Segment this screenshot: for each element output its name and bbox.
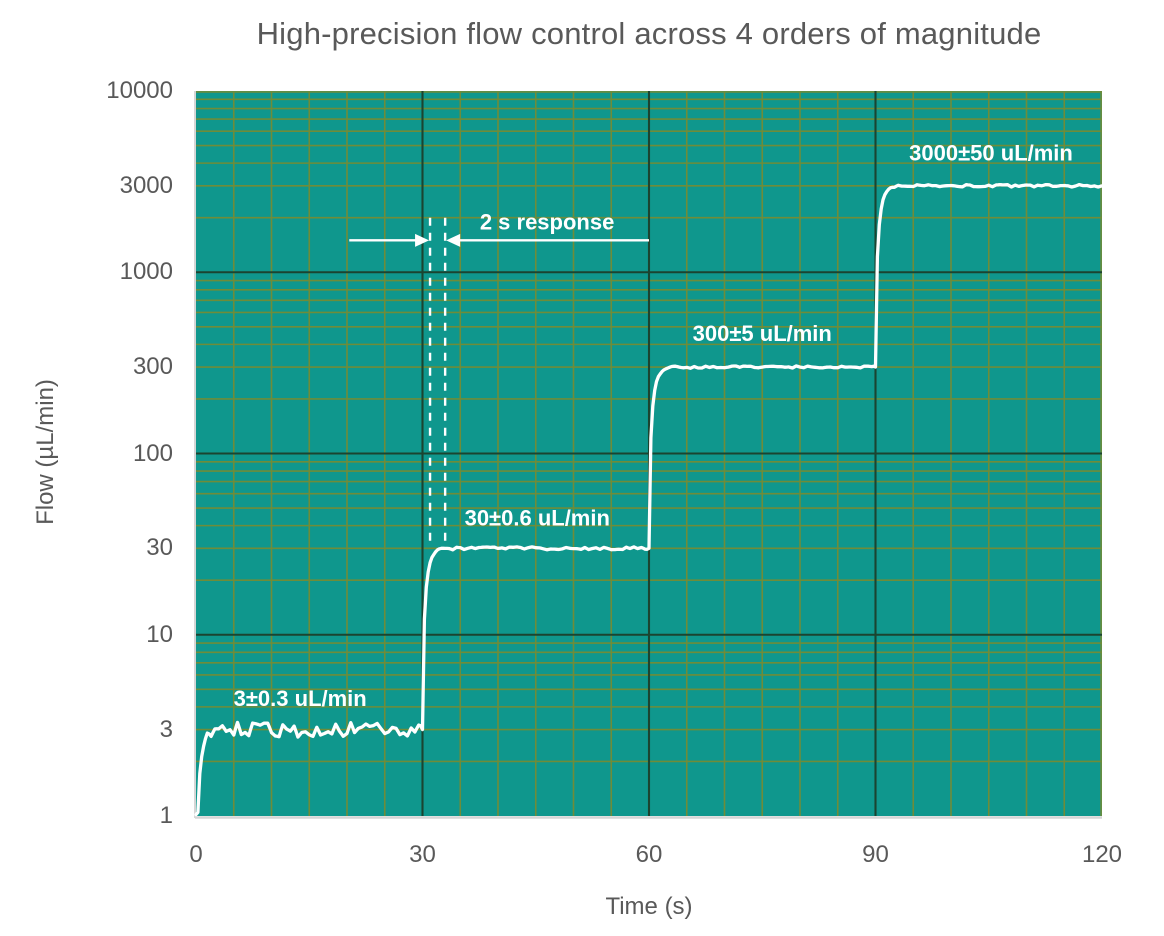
step-annotation: 30±0.6 uL/min [465, 506, 610, 531]
step-annotation: 3±0.3 uL/min [234, 686, 367, 711]
y-tick-label: 3 [159, 715, 173, 743]
x-tick-label: 120 [1081, 841, 1123, 868]
response-arrowhead-right-pointing [415, 233, 430, 247]
response-label: 2 s response [480, 209, 615, 234]
x-tick-label: 90 [862, 841, 889, 868]
y-tick-label: 1 [159, 802, 173, 829]
x-tick-label: 30 [409, 841, 436, 868]
y-tick-label: 3000 [119, 171, 173, 199]
response-annotation: 2 s response [349, 209, 649, 546]
y-tick-label: 30 [146, 534, 173, 562]
step-annotation: 300±5 uL/min [693, 321, 832, 346]
y-tick-label: 10 [146, 620, 173, 648]
chart-title: High-precision flow control across 4 ord… [256, 16, 1042, 51]
flow-curve [194, 182, 1104, 817]
y-tick-label: 10000 [106, 77, 173, 104]
y-tick-label: 100 [132, 439, 173, 467]
x-tick-label: 60 [635, 841, 663, 868]
x-tick-label: 0 [189, 841, 203, 868]
response-arrowhead-left-pointing [446, 233, 461, 247]
step-annotation: 3000±50 uL/min [909, 141, 1073, 166]
y-tick-label: 1000 [119, 258, 173, 286]
x-axis-title: Time (s) [605, 893, 693, 920]
y-tick-label: 300 [132, 353, 173, 381]
